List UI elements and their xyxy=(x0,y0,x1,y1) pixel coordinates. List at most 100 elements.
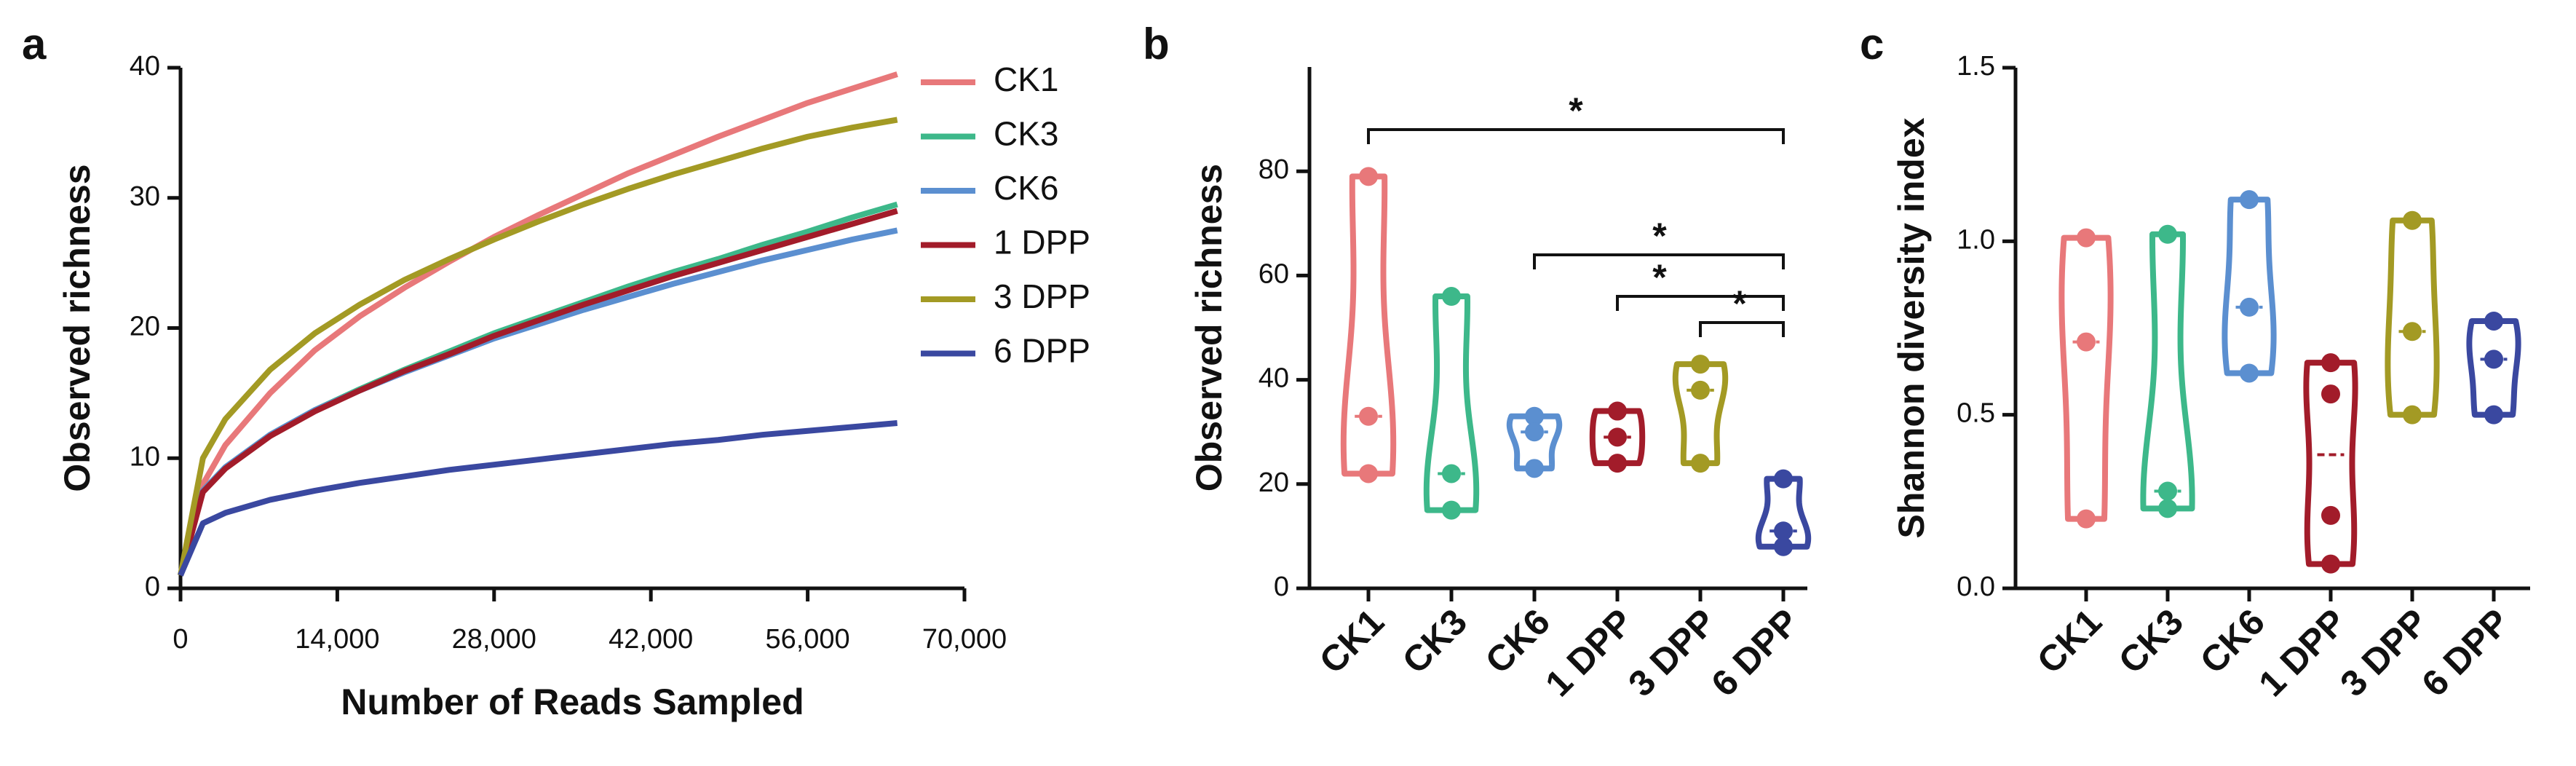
legend-label: 6 DPP xyxy=(994,332,1090,370)
y-tick-label: 40 xyxy=(130,51,160,82)
x-tick-label: 1 DPP xyxy=(2251,601,2354,705)
x-tick-label: 70,000 xyxy=(922,624,1007,655)
data-point xyxy=(2321,384,2340,404)
violin xyxy=(1589,408,1646,467)
violin xyxy=(2140,231,2195,512)
significance-bracket xyxy=(1533,253,1785,269)
panel-label: a xyxy=(22,20,47,68)
data-point xyxy=(2403,210,2422,230)
data-point xyxy=(1359,167,1378,186)
panel-label: c xyxy=(1860,20,1884,68)
significance-bracket xyxy=(1616,295,1785,311)
series-line xyxy=(178,227,898,577)
x-tick-label: 14,000 xyxy=(295,624,379,655)
data-point xyxy=(2321,554,2340,574)
data-point xyxy=(1774,521,1793,541)
violin xyxy=(1672,361,1729,467)
significance-bracket xyxy=(1699,321,1785,337)
y-axis-label: Observed richness xyxy=(57,164,98,491)
legend-label: CK1 xyxy=(994,60,1058,98)
violin xyxy=(1423,293,1480,513)
data-point xyxy=(2240,190,2259,210)
legend-label: 3 DPP xyxy=(994,277,1090,315)
y-tick-label: 80 xyxy=(1259,154,1289,185)
violin xyxy=(1755,475,1812,550)
x-tick-label: 0 xyxy=(173,624,188,655)
legend-label: CK6 xyxy=(994,169,1058,207)
data-point xyxy=(1359,406,1378,426)
data-point xyxy=(2077,228,2096,248)
y-tick-label: 0.5 xyxy=(1957,398,1995,429)
y-tick-label: 0 xyxy=(1274,572,1289,602)
significance-label: * xyxy=(1732,283,1747,324)
significance-label: * xyxy=(1652,257,1667,298)
violin xyxy=(1340,173,1397,477)
x-axis-label: Number of Reads Sampled xyxy=(341,682,804,722)
x-tick-label: CK1 xyxy=(1312,601,1392,682)
data-point xyxy=(1442,287,1461,307)
data-point xyxy=(2077,332,2096,352)
y-tick-label: 20 xyxy=(130,312,160,342)
x-tick-label: CK3 xyxy=(1395,601,1475,682)
panel-label: b xyxy=(1143,20,1170,68)
x-tick-label: 1 DPP xyxy=(1537,601,1641,705)
data-point xyxy=(1691,454,1710,473)
x-tick-label: CK1 xyxy=(2029,601,2109,682)
y-tick-label: 0.0 xyxy=(1957,572,1995,602)
data-point xyxy=(1774,537,1793,556)
significance-bracket xyxy=(1367,128,1785,144)
data-point xyxy=(2403,405,2422,425)
y-axis-label: Shannon diversity index xyxy=(1891,117,1932,538)
data-point xyxy=(2158,481,2177,501)
data-point xyxy=(2484,350,2503,369)
violin xyxy=(2385,217,2440,418)
data-point xyxy=(1774,469,1793,489)
data-point xyxy=(1525,422,1544,442)
violin xyxy=(1506,413,1563,472)
data-point xyxy=(1359,464,1378,483)
data-point xyxy=(2321,353,2340,373)
series-line xyxy=(178,117,898,576)
violin xyxy=(2058,234,2114,522)
y-tick-label: 30 xyxy=(130,181,160,212)
data-point xyxy=(2077,509,2096,529)
x-tick-label: 6 DPP xyxy=(2414,601,2517,705)
significance-label: * xyxy=(1569,90,1583,131)
violin xyxy=(2303,360,2358,567)
series-line xyxy=(178,208,898,577)
x-tick-label: 28,000 xyxy=(452,624,536,655)
x-tick-label: 6 DPP xyxy=(1703,601,1807,705)
data-point xyxy=(1442,500,1461,520)
data-point xyxy=(2403,322,2422,341)
y-tick-label: 60 xyxy=(1259,258,1289,289)
data-point xyxy=(1525,459,1544,478)
y-axis-label: Observed richness xyxy=(1189,164,1229,491)
data-point xyxy=(2158,499,2177,518)
data-point xyxy=(1608,454,1627,473)
series-line xyxy=(178,201,898,577)
y-tick-label: 1.5 xyxy=(1957,51,1995,82)
x-tick-label: 3 DPP xyxy=(1620,601,1724,705)
violin xyxy=(2222,197,2277,376)
data-point xyxy=(1608,427,1627,447)
data-point xyxy=(1691,380,1710,400)
series-line xyxy=(178,71,898,577)
y-tick-label: 40 xyxy=(1259,363,1289,394)
x-tick-label: 3 DPP xyxy=(2332,601,2436,705)
x-tick-label: 56,000 xyxy=(765,624,849,655)
series-line xyxy=(178,420,898,577)
violin xyxy=(2466,317,2521,418)
data-point xyxy=(2240,297,2259,317)
data-point xyxy=(2240,363,2259,383)
data-point xyxy=(1691,355,1710,374)
y-tick-label: 20 xyxy=(1259,467,1289,498)
data-point xyxy=(2321,505,2340,525)
x-tick-label: 42,000 xyxy=(609,624,693,655)
data-point xyxy=(2484,405,2503,425)
data-point xyxy=(2484,311,2503,331)
x-tick-label: CK3 xyxy=(2111,601,2191,682)
data-point xyxy=(1442,464,1461,483)
significance-label: * xyxy=(1652,216,1667,256)
